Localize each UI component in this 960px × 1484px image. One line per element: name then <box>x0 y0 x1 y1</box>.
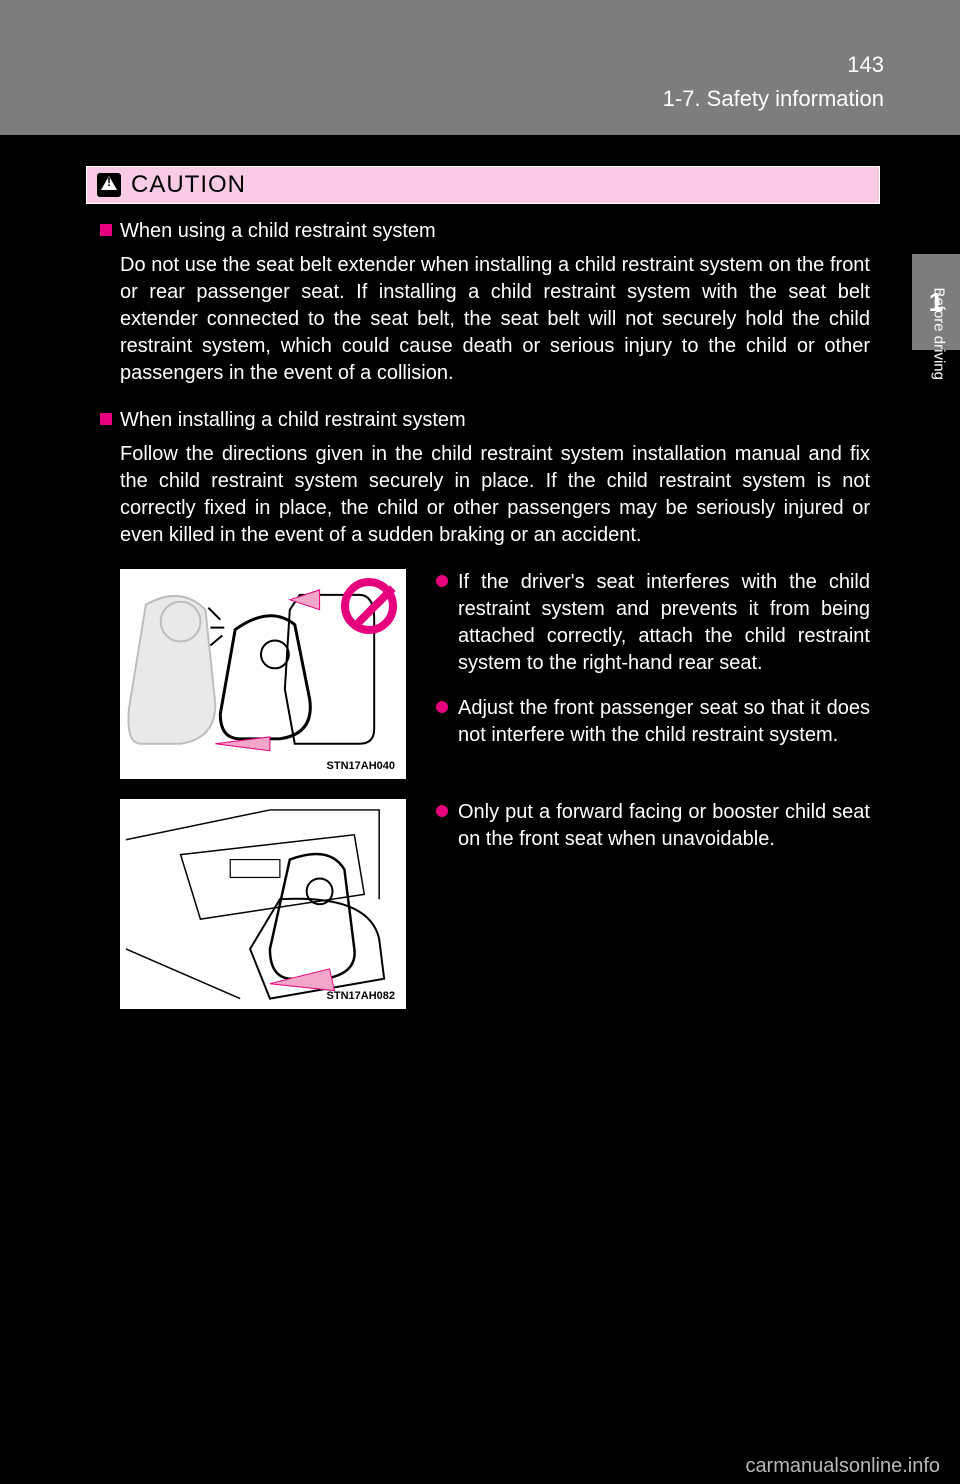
para-1: Do not use the seat belt extender when i… <box>120 252 870 387</box>
illustration-1-label: STN17AH040 <box>327 760 395 772</box>
header-bar: 143 1-7. Safety information <box>0 0 960 135</box>
heading-2-text: When installing a child restraint system <box>120 407 466 433</box>
illustration-2-label: STN17AH082 <box>327 990 395 1002</box>
row-1: STN17AH040 If the driver's seat interfer… <box>120 569 870 779</box>
illustration-2: STN17AH082 <box>120 799 406 1009</box>
heading-1-text: When using a child restraint system <box>120 218 436 244</box>
bullet-1a-text: If the driver's seat interferes with the… <box>458 569 870 677</box>
prohibit-icon <box>341 578 397 634</box>
illustration-2-svg <box>121 800 405 1009</box>
square-bullet-icon <box>100 413 112 425</box>
row-2: STN17AH082 Only put a forward facing or … <box>120 799 870 1009</box>
watermark: carmanualsonline.info <box>745 1455 940 1478</box>
dot-icon <box>436 575 448 587</box>
page: 143 1-7. Safety information 1 Before dri… <box>0 0 960 1484</box>
bullet-1a: If the driver's seat interferes with the… <box>436 569 870 677</box>
warning-icon <box>97 173 121 197</box>
heading-2: When installing a child restraint system <box>100 407 870 433</box>
dot-icon <box>436 701 448 713</box>
heading-1: When using a child restraint system <box>100 218 870 244</box>
illustration-1: STN17AH040 <box>120 569 406 779</box>
caution-bar: CAUTION <box>86 166 880 204</box>
body: When using a child restraint system Do n… <box>100 218 870 1029</box>
page-number: 143 <box>847 52 884 78</box>
caution-title: CAUTION <box>131 171 246 199</box>
row-1-bullets: If the driver's seat interferes with the… <box>436 569 870 779</box>
side-tab-label: Before driving <box>931 287 948 380</box>
bullet-1b-text: Adjust the front passenger seat so that … <box>458 695 870 749</box>
dot-icon <box>436 805 448 817</box>
bullet-2a-text: Only put a forward facing or booster chi… <box>458 799 870 853</box>
square-bullet-icon <box>100 224 112 236</box>
section-title: 1-7. Safety information <box>663 86 884 112</box>
bullet-2a: Only put a forward facing or booster chi… <box>436 799 870 853</box>
bullet-1b: Adjust the front passenger seat so that … <box>436 695 870 749</box>
row-2-bullets: Only put a forward facing or booster chi… <box>436 799 870 1009</box>
para-2: Follow the directions given in the child… <box>120 441 870 549</box>
